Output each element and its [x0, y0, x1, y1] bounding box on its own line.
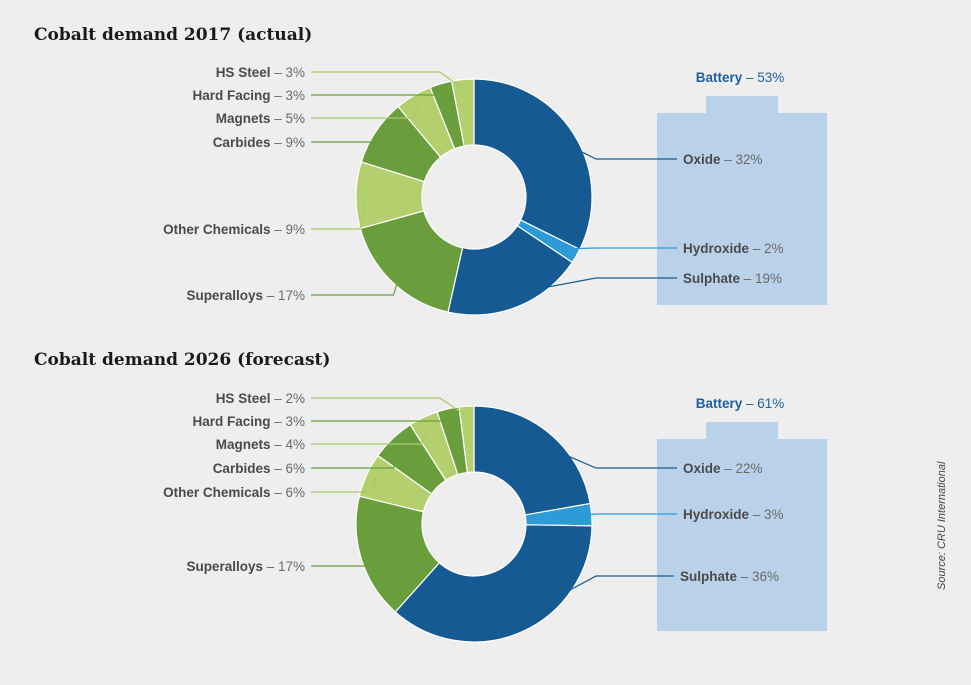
leader-oxide — [562, 141, 677, 160]
label-magnets: Magnets – 4% — [216, 437, 305, 452]
leader-magnets — [311, 426, 429, 445]
leader-superalloys — [311, 274, 401, 296]
label-sulphate: Sulphate – 36% — [680, 569, 779, 584]
slice-superalloys — [355, 495, 441, 613]
leader-hs-steel — [311, 397, 468, 417]
label-sulphate: Sulphate – 19% — [683, 271, 782, 286]
leader-carbides — [311, 136, 385, 143]
chart-title-2017: Cobalt demand 2017 (actual) — [34, 25, 313, 45]
leader-magnets — [311, 104, 420, 119]
slice-oxide — [473, 78, 593, 251]
donut-chart-2026: Battery – 61% Oxide – 22% Hydroxide – 3% Su… — [163, 391, 827, 643]
donut-chart-2017: Battery – 53% Oxide – 32% Hydroxide – 2% Su… — [163, 65, 827, 316]
chart-title-2026: Cobalt demand 2026 (forecast) — [34, 350, 331, 370]
label-oxide: Oxide – 22% — [683, 461, 763, 476]
label-hs-steel: HS Steel – 2% — [216, 391, 305, 406]
leader-sulphate — [512, 277, 677, 295]
battery-panel-tab — [706, 422, 778, 439]
battery-panel — [657, 439, 827, 631]
slice-sulphate — [394, 524, 593, 643]
battery-panel-tab — [706, 96, 778, 113]
label-carbides: Carbides – 9% — [213, 135, 305, 150]
leader-hydroxide — [564, 247, 677, 250]
label-hard-facing: Hard Facing – 3% — [192, 88, 305, 103]
label-superalloys: Superalloys – 17% — [186, 559, 305, 574]
slice-hs-steel — [458, 405, 475, 474]
label-hs-steel: HS Steel – 3% — [216, 65, 305, 80]
leader-hydroxide — [577, 513, 677, 517]
leader-hard-facing — [311, 418, 451, 422]
leader-oxide — [540, 443, 677, 469]
leader-other-chemicals — [311, 478, 377, 493]
label-hard-facing: Hard Facing – 3% — [192, 414, 305, 429]
leader-superalloys — [311, 555, 372, 567]
slice-sulphate — [447, 224, 574, 316]
battery-panel — [657, 113, 827, 305]
leader-carbides — [311, 445, 401, 469]
leader-hs-steel — [311, 71, 465, 90]
label-magnets: Magnets – 5% — [216, 111, 305, 126]
leader-hard-facing — [311, 92, 444, 96]
battery-group-label: Battery – 61% — [696, 396, 785, 411]
slice-oxide — [473, 405, 591, 516]
leader-other-chemicals — [311, 195, 367, 230]
label-oxide: Oxide – 32% — [683, 152, 763, 167]
source-note: Source: CRU International — [936, 461, 948, 590]
battery-group-label: Battery – 53% — [696, 70, 785, 85]
slice-hs-steel — [450, 78, 475, 147]
label-carbides: Carbides – 6% — [213, 461, 305, 476]
label-superalloys: Superalloys – 17% — [186, 288, 305, 303]
label-hydroxide: Hydroxide – 3% — [683, 507, 784, 522]
label-other-chemicals: Other Chemicals – 6% — [163, 485, 305, 500]
label-other-chemicals: Other Chemicals – 9% — [163, 222, 305, 237]
slice-superalloys — [359, 210, 464, 313]
leader-sulphate — [515, 575, 674, 620]
label-hydroxide: Hydroxide – 2% — [683, 241, 784, 256]
